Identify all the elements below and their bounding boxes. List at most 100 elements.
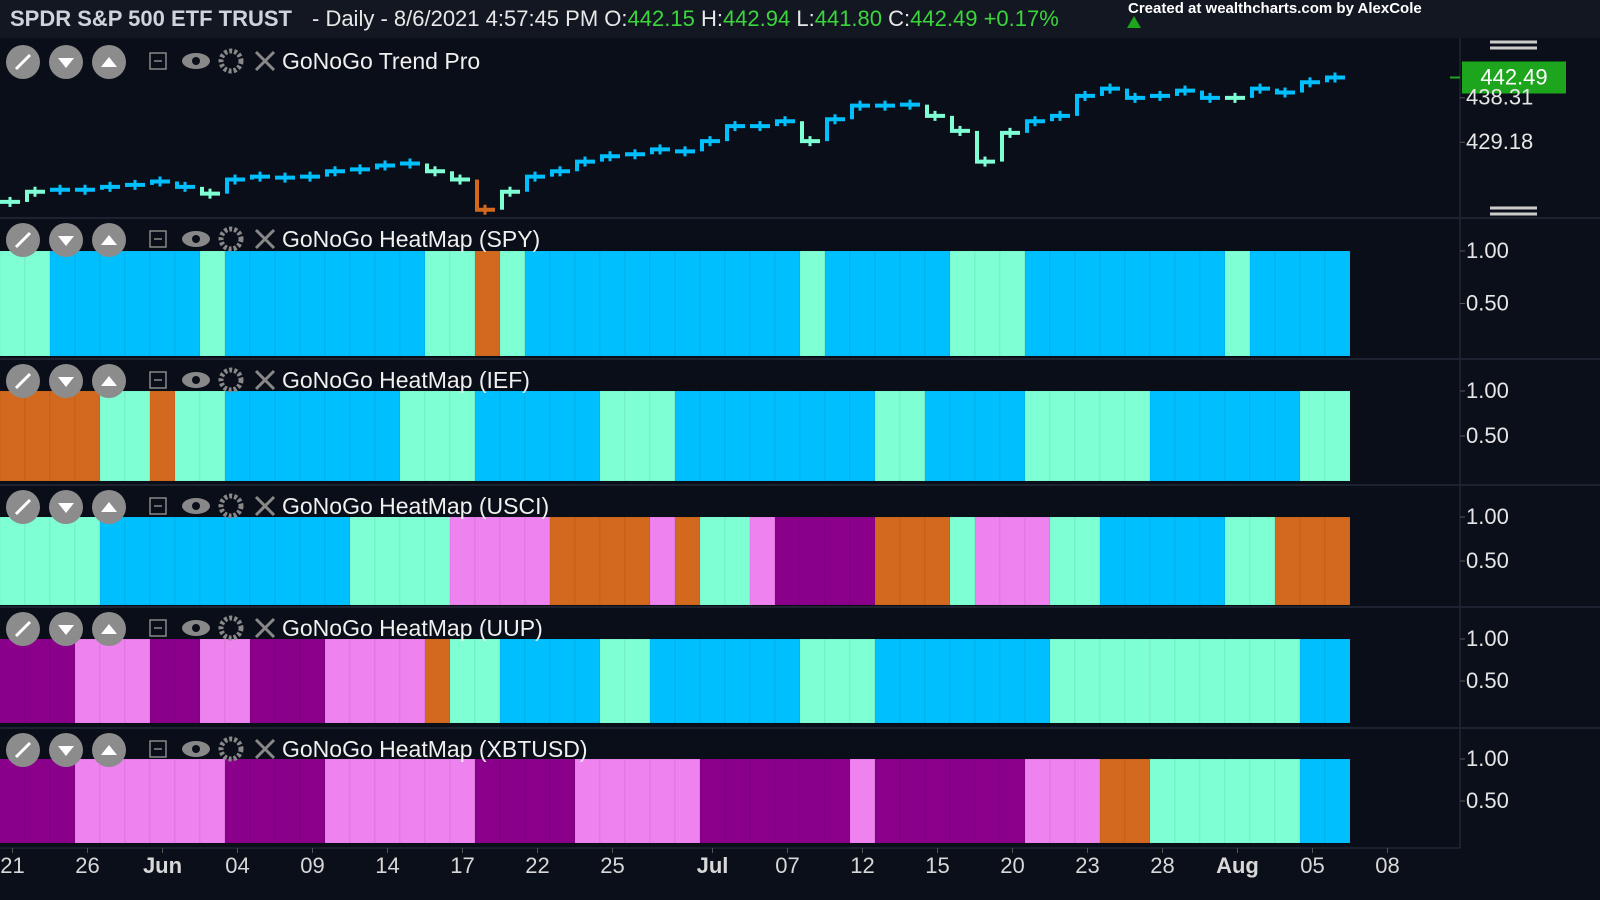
heat-cell [1274,758,1301,844]
heat-cell [599,390,626,482]
heat-cell [924,638,951,724]
heat-cell [174,390,201,482]
heat-cell [1299,638,1326,724]
heat-cell [1174,638,1201,724]
heat-cell [1299,758,1326,844]
heat-cell [399,516,426,606]
close-icon[interactable] [254,617,276,639]
heat-cell [1174,758,1201,844]
heat-cell [624,390,651,482]
heat-cell [1174,390,1201,482]
heat-cell [1124,758,1151,844]
gear-icon[interactable] [218,615,244,641]
gear-icon[interactable] [218,736,244,762]
heat-cell [874,758,901,844]
heat-cell [1299,250,1326,357]
x-tick-label: Jun [143,853,182,878]
symbol: SPDR S&P 500 ETF TRUST [10,6,292,31]
heat-cell [724,390,751,482]
heat-cell [49,638,76,724]
heat-cell [1124,390,1151,482]
x-tick-label: 17 [450,853,474,878]
heat-cell [674,250,701,357]
icon [192,235,200,243]
heat-cell [99,638,126,724]
collapse-icon[interactable] [149,740,167,758]
heat-cell [1074,758,1101,844]
heat-cell [649,516,676,606]
heat-cell [299,638,326,724]
heat-cell [1199,638,1226,724]
heat-cell [824,250,851,357]
heat-cell [424,516,451,606]
x-tick-label: 07 [775,853,799,878]
gear-icon[interactable] [218,493,244,519]
gear-icon[interactable] [218,48,244,74]
close-icon[interactable] [254,50,276,72]
heat-cell [549,390,576,482]
icon [14,53,32,71]
heat-cell [599,250,626,357]
heat-cell [849,250,876,357]
heat-cell [399,638,426,724]
heat-cell [824,516,851,606]
heat-cell [1224,516,1251,606]
icon [58,58,74,68]
x-tick-label: 09 [300,853,324,878]
heat-cell [799,516,826,606]
heat-cell [949,250,976,357]
heat-cell [1224,390,1251,482]
heat-cell [1049,758,1076,844]
heat-cell [24,390,51,482]
x-tick-label: 26 [75,853,99,878]
heat-cell [974,390,1001,482]
collapse-icon[interactable] [149,371,167,389]
panel-title: GoNoGo Trend Pro [282,48,480,74]
close-icon[interactable] [254,228,276,250]
close-icon[interactable] [254,738,276,760]
heat-cell [1274,250,1301,357]
heat-cell [1224,250,1251,357]
gear-icon[interactable] [218,367,244,393]
heat-cell [924,516,951,606]
low-label: L: [796,6,815,31]
collapse-icon[interactable] [149,497,167,515]
heat-cell [949,516,976,606]
heat-cell [799,390,826,482]
heat-cell [724,250,751,357]
heat-cell [674,758,701,844]
close-icon[interactable] [254,495,276,517]
collapse-icon[interactable] [149,52,167,70]
heat-cell [874,390,901,482]
x-tick-label: 05 [1300,853,1324,878]
heat-cell [524,516,551,606]
info: - Daily - 8/6/2021 4:57:45 PM [312,6,599,31]
heat-cell [499,638,526,724]
heat-cell [524,758,551,844]
heat-cell [699,250,726,357]
heat-cell [399,758,426,844]
close-icon[interactable] [254,369,276,391]
collapse-icon[interactable] [149,619,167,637]
heat-cell [1024,638,1051,724]
heat-cell [724,516,751,606]
heat-cell [224,638,251,724]
heat-cell [324,758,351,844]
heat-cell [849,516,876,606]
icon [192,745,200,753]
collapse-icon[interactable] [149,230,167,248]
heat-cell [349,638,376,724]
heat-cell [1324,638,1351,724]
heat-cell [374,758,401,844]
close-label: C: [888,6,911,31]
y-tick-label: 1.00 [1466,504,1509,529]
gear-icon[interactable] [218,226,244,252]
credit: Created at wealthcharts.com by AlexCole [1128,0,1422,17]
heat-cell [524,390,551,482]
heat-cell [1324,250,1351,357]
heat-cell [1099,390,1126,482]
heat-cell [174,638,201,724]
heat-cell [0,758,26,844]
